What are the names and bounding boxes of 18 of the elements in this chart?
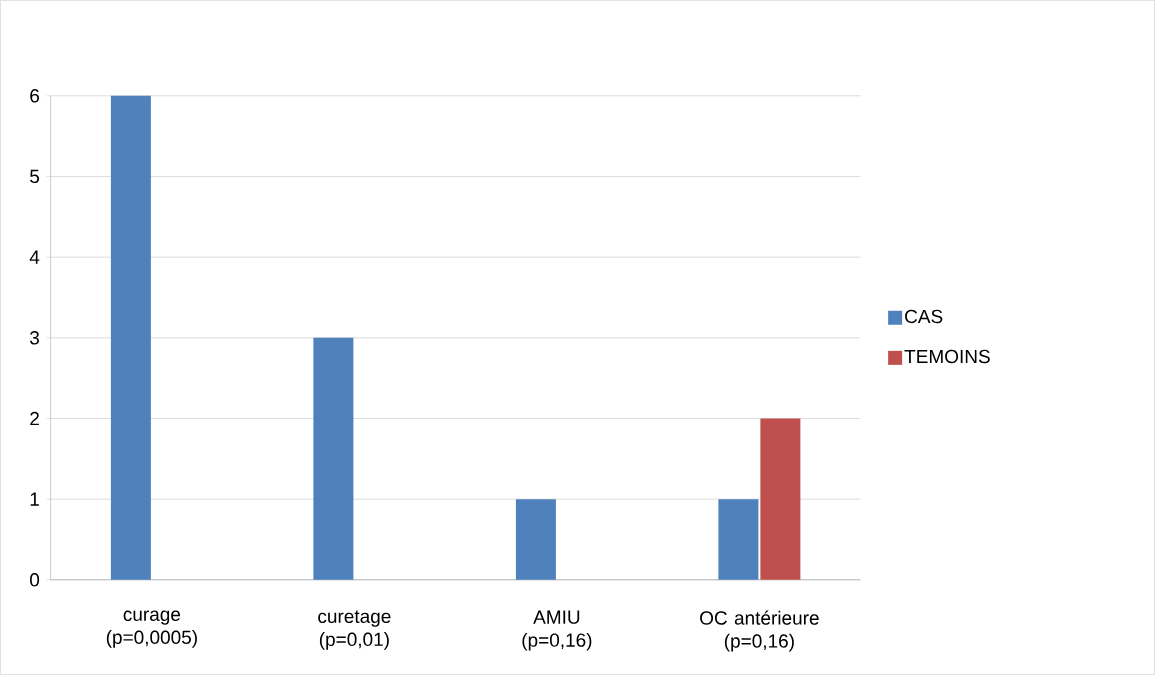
- bar: [313, 337, 354, 580]
- y-tick-label: 2: [30, 411, 39, 426]
- y-tick-label: 4: [29, 250, 40, 264]
- bar: [515, 499, 556, 580]
- y-tick-label: 0: [30, 573, 40, 587]
- y-tick-label: 3: [30, 331, 40, 345]
- x-tick-label: AMIU (p=0,16): [522, 610, 592, 651]
- y-tick-label: 6: [30, 89, 40, 103]
- x-tick-label: curage (p=0,0005): [106, 610, 197, 648]
- bar: [760, 418, 801, 580]
- x-tick-label: curetage (p=0,01): [318, 610, 391, 650]
- x-tick-label: OC antérieure (p=0,16): [700, 610, 819, 652]
- bar: [718, 499, 759, 580]
- y-tick-label: 5: [30, 169, 40, 184]
- bar: [110, 95, 151, 580]
- legend-label: TEMOINS: [904, 349, 990, 364]
- legend-label: CAS: [905, 309, 943, 324]
- y-tick-label: 1: [30, 492, 39, 506]
